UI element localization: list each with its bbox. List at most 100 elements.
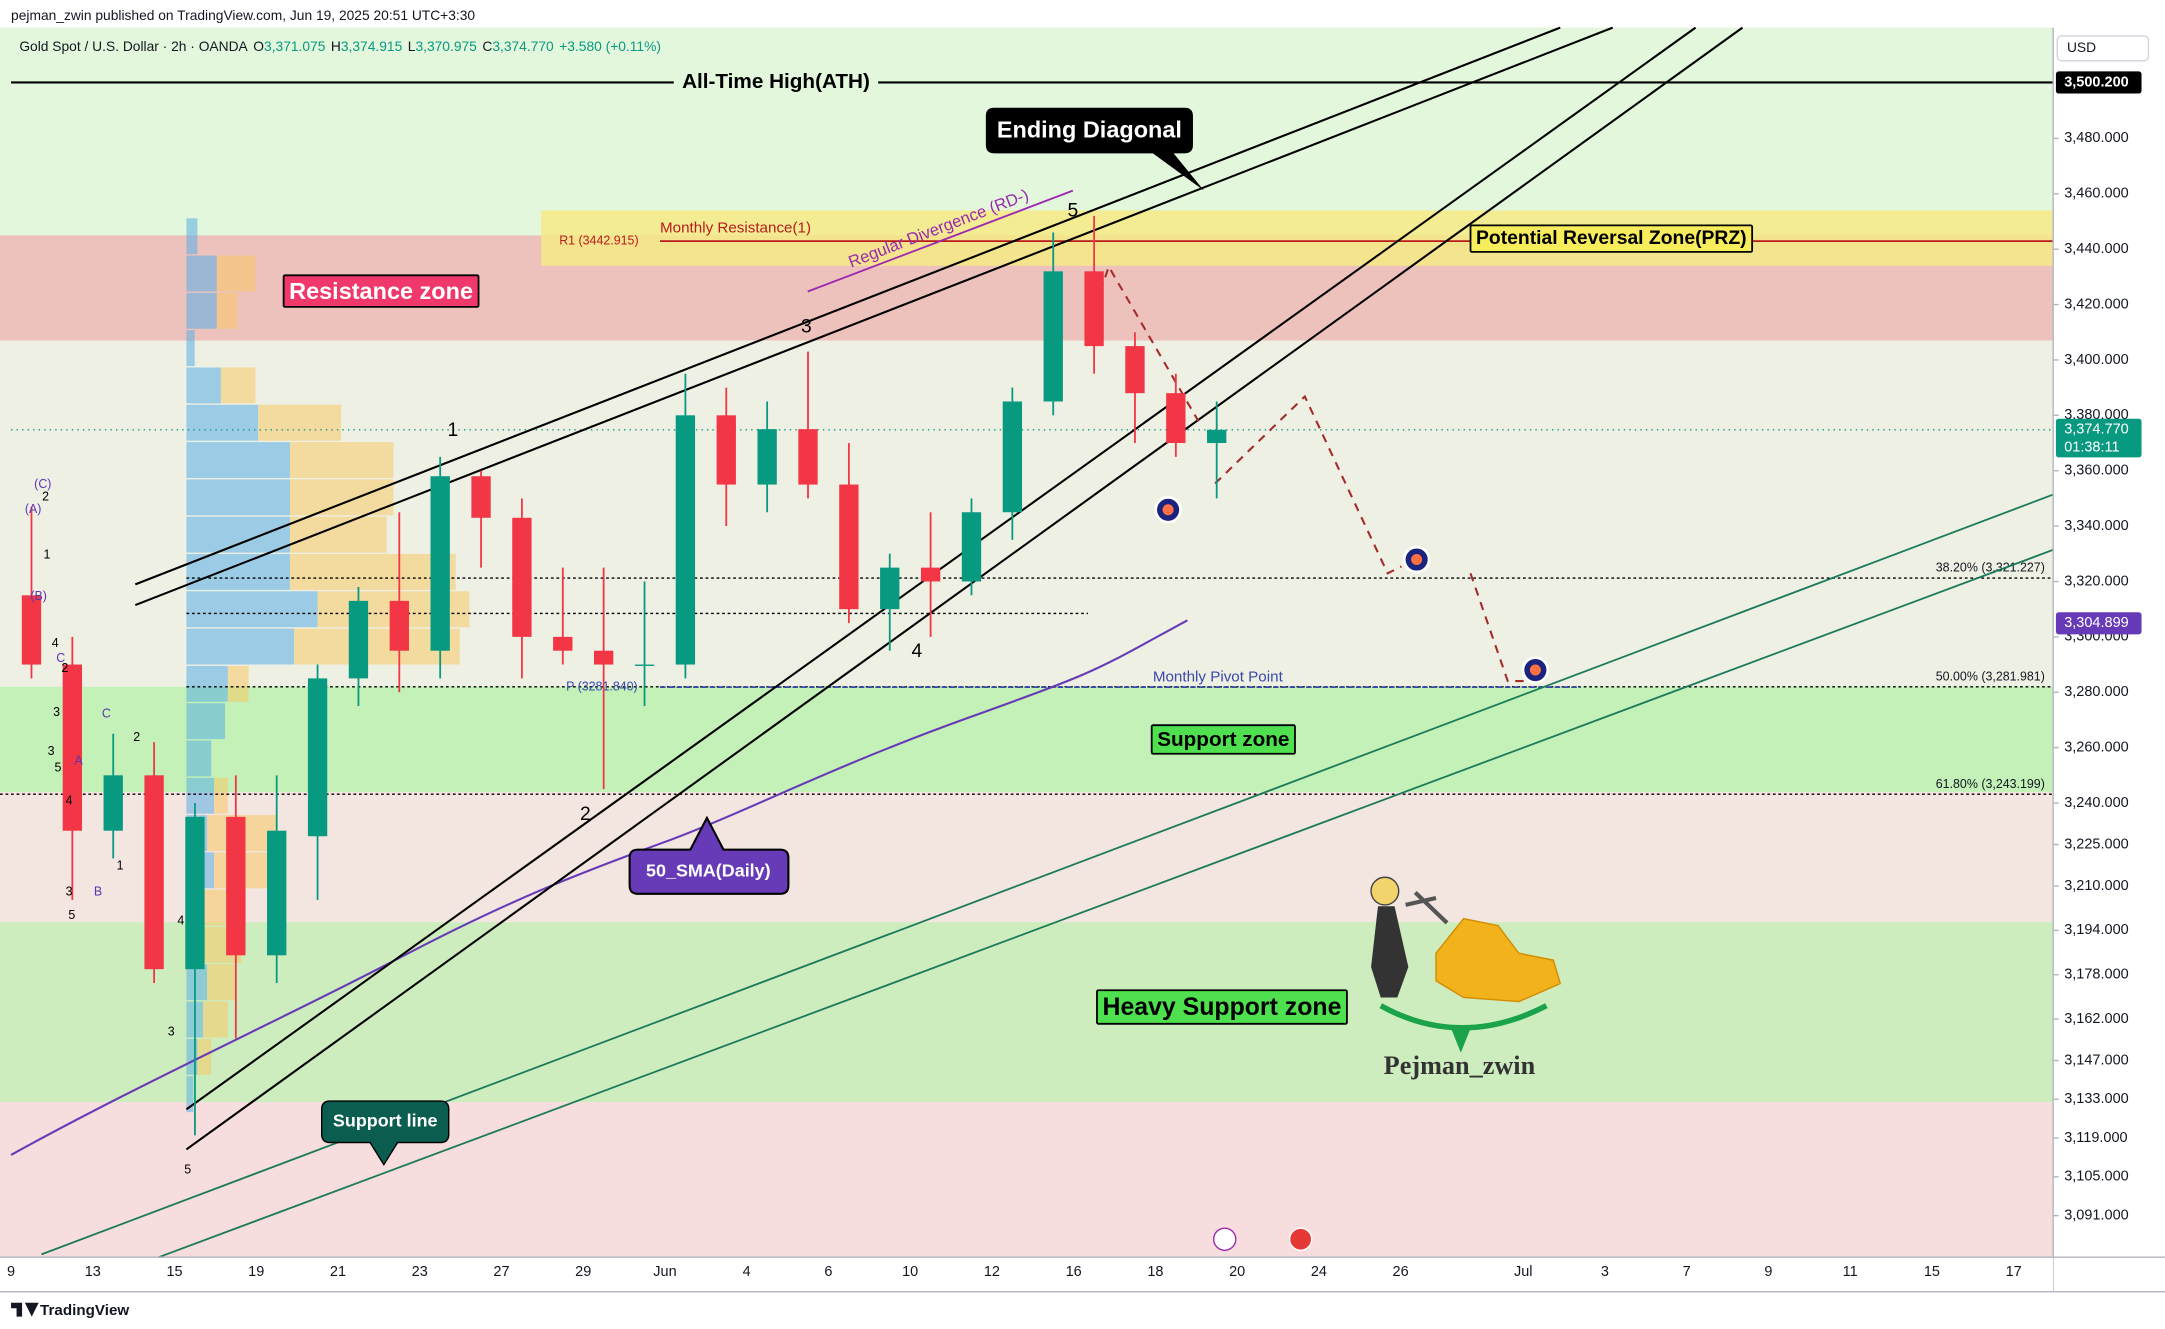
- wave-label: 3: [801, 317, 812, 338]
- wave-label: 2: [133, 730, 140, 744]
- x-tick-label: 29: [575, 1264, 591, 1280]
- levels: 38.20% (3,321.227) 50.00% (3,281.981) 61.8…: [0, 69, 2150, 795]
- candle-body: [1002, 401, 1023, 513]
- y-tick-label: 3,260.000: [2064, 739, 2128, 755]
- y-tick-label: 3,178.000: [2064, 967, 2128, 983]
- wave-label: C: [56, 651, 65, 665]
- profile-bar: [216, 292, 238, 329]
- label-box: [1469, 224, 1754, 253]
- candles: [21, 215, 1227, 1136]
- event-icon: [1212, 1227, 1237, 1251]
- wave-label: B: [94, 885, 102, 899]
- quote-change: +3.580 (+0.11%): [559, 38, 661, 54]
- callout-box: [985, 107, 1205, 191]
- candle-body: [1166, 393, 1186, 444]
- candle-body: [267, 830, 287, 956]
- zone: [0, 922, 2054, 1103]
- y-tick-label: 3,225.000: [2064, 836, 2128, 852]
- y-tick-label: 3,194.000: [2064, 922, 2128, 938]
- label-box: [673, 69, 879, 93]
- x-tick-label: 9: [7, 1264, 15, 1280]
- x-tick-label: 26: [1393, 1264, 1409, 1280]
- y-tick-label: 3,320.000: [2064, 573, 2128, 589]
- y-tick-label: 3,280.000: [2064, 684, 2128, 700]
- wave-label: 2: [42, 490, 49, 504]
- y-tick-label: 3,340.000: [2064, 518, 2128, 534]
- profile-bar: [186, 367, 221, 404]
- callout-box: [628, 815, 790, 895]
- wave-label: (A): [25, 502, 42, 516]
- candle-body: [103, 775, 123, 831]
- target-icon: [1529, 664, 1541, 676]
- currency-box: [2056, 35, 2150, 62]
- axes: USD 3,480.000 3,460.000 3,440.000 3,420.000…: [0, 27, 2165, 1293]
- profile-bar: [216, 255, 256, 292]
- price-axis: [2053, 27, 2165, 1292]
- x-tick-label: 15: [166, 1264, 182, 1280]
- profile-bar: [186, 628, 295, 665]
- profile-bar: [186, 330, 195, 367]
- profile-bar: [186, 740, 212, 777]
- profile-bar: [186, 591, 318, 628]
- candle-body: [471, 476, 491, 518]
- wave-label: 4: [52, 636, 59, 650]
- profile-bar: [186, 553, 290, 590]
- symbol-line: Gold Spot / U.S. Dollar · 2h · OANDA O3,3…: [19, 38, 661, 54]
- ath-tag-label: 3,500.200: [2064, 74, 2128, 90]
- candle-body: [716, 415, 736, 485]
- wave-label: 1: [117, 858, 124, 872]
- quote-value: 3,370.975: [415, 38, 477, 54]
- candle-body: [512, 517, 532, 637]
- profile-bar: [220, 367, 256, 404]
- channel-line: [158, 548, 2054, 1259]
- wave-label: 4: [177, 914, 184, 928]
- wave-label: 5: [55, 760, 62, 774]
- candle-body: [389, 600, 409, 651]
- profile-bar: [186, 218, 198, 255]
- profile-bar: [186, 1076, 194, 1113]
- x-tick-label: 24: [1311, 1264, 1327, 1280]
- quote-label: C: [482, 38, 492, 54]
- quote-value: 3,371.075: [264, 38, 326, 54]
- x-tick-label: 12: [984, 1264, 1000, 1280]
- background-band: [0, 1102, 2054, 1258]
- x-tick-label: 10: [902, 1264, 918, 1280]
- target-icon: [1411, 553, 1423, 566]
- quote-value: 3,374.770: [492, 38, 554, 54]
- x-tick-label: 3: [1601, 1264, 1609, 1280]
- candle-body: [1043, 271, 1063, 402]
- background-band: [0, 791, 2054, 923]
- x-tick-label: 4: [743, 1264, 751, 1280]
- pivot-label: Monthly Pivot Point: [1153, 668, 1284, 685]
- publisher: pejman_zwin published on TradingView.com…: [11, 7, 475, 23]
- profile-bar: [186, 777, 215, 814]
- candle-body: [226, 816, 246, 956]
- profile-bar: [186, 1038, 198, 1075]
- y-tick-label: 3,147.000: [2064, 1052, 2128, 1068]
- profile-bar: [186, 479, 290, 516]
- x-tick-label: 20: [1229, 1264, 1245, 1280]
- y-tick-label: 3,162.000: [2064, 1011, 2128, 1027]
- annotations: Ending Diagonal 50_SMA(Daily) Support li…: [25, 107, 1754, 1251]
- x-tick-label: 16: [1066, 1264, 1082, 1280]
- sma-tag: [2055, 612, 2142, 635]
- y-tick-label: 3,420.000: [2064, 296, 2128, 312]
- time-axis: [0, 1257, 2054, 1292]
- x-tick-label: 23: [412, 1264, 428, 1280]
- candle-body: [62, 664, 83, 831]
- x-tick-label: 13: [85, 1264, 101, 1280]
- wave-label: 5: [1067, 200, 1078, 221]
- fib-label: 61.80% (3,243.199): [1936, 777, 2045, 791]
- y-tick-label: 3,119.000: [2064, 1130, 2127, 1146]
- y-tick-label: 3,133.000: [2064, 1091, 2128, 1107]
- monthly-resistance-tag: R1 (3442.915): [559, 233, 638, 247]
- zones: [0, 210, 2054, 1103]
- profile-bar: [186, 665, 228, 702]
- wave-label: 5: [184, 1162, 191, 1176]
- zone-label: Resistance zone: [289, 278, 473, 304]
- profile-bar: [227, 665, 249, 702]
- x-tick-label: 17: [2006, 1264, 2022, 1280]
- profile-bar: [186, 964, 208, 1001]
- callout-box: [321, 1100, 450, 1166]
